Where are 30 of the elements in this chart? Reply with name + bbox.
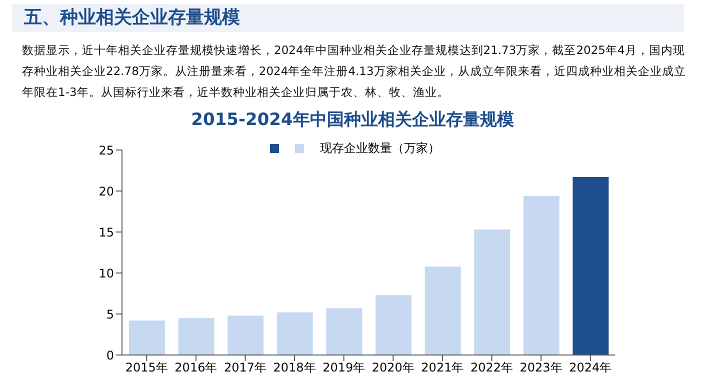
bar (523, 196, 560, 355)
y-tick-label: 10 (98, 266, 114, 280)
legend-label: 现存企业数量（万家） (320, 140, 440, 157)
y-tick-label: 0 (106, 348, 114, 362)
x-tick-label: 2016年 (174, 360, 218, 375)
bar (178, 318, 214, 355)
x-tick-label: 2019年 (322, 360, 366, 375)
bar (376, 295, 412, 355)
text: 五、种业相关企业存量规模 (12, 4, 684, 32)
x-tick-label: 2024年 (569, 360, 612, 375)
bar (474, 230, 510, 355)
x-tick-label: 2021年 (421, 360, 464, 375)
y-tick-label: 5 (106, 307, 114, 322)
chart-title: 2015-2024年中国种业相关企业存量规模 (190, 109, 515, 131)
bar (326, 308, 362, 355)
y-tick-label: 25 (98, 143, 114, 158)
y-tick-label: 20 (98, 184, 114, 198)
text: 数据显示，近十年相关企业存量规模快速增长，2024年中国种业相关企业存量规模达到21.73万家，截至2025年4月，国内现存种业相关企业22.78万家。从注册量来看，2024年全年注册4.13万家相关企业，从成立年限来看，近四成种业相关企业成立年限在1-3年。从国标行业来看，近半数种业相关企业归属于农、林、牧、渔业。 (22, 42, 687, 101)
x-tick-label: 2015年 (125, 360, 168, 375)
x-tick-label: 2022年 (470, 360, 514, 375)
bar (129, 320, 165, 355)
bar (424, 266, 461, 355)
y-tick-label: 15 (98, 225, 114, 240)
bar (228, 316, 264, 355)
x-tick-label: 2023年 (520, 360, 562, 375)
x-tick-label: 2020年 (372, 360, 414, 375)
x-tick-label: 2017年 (224, 360, 267, 375)
x-tick-label: 2018年 (273, 360, 316, 375)
bar (572, 177, 609, 355)
bar (276, 312, 313, 355)
